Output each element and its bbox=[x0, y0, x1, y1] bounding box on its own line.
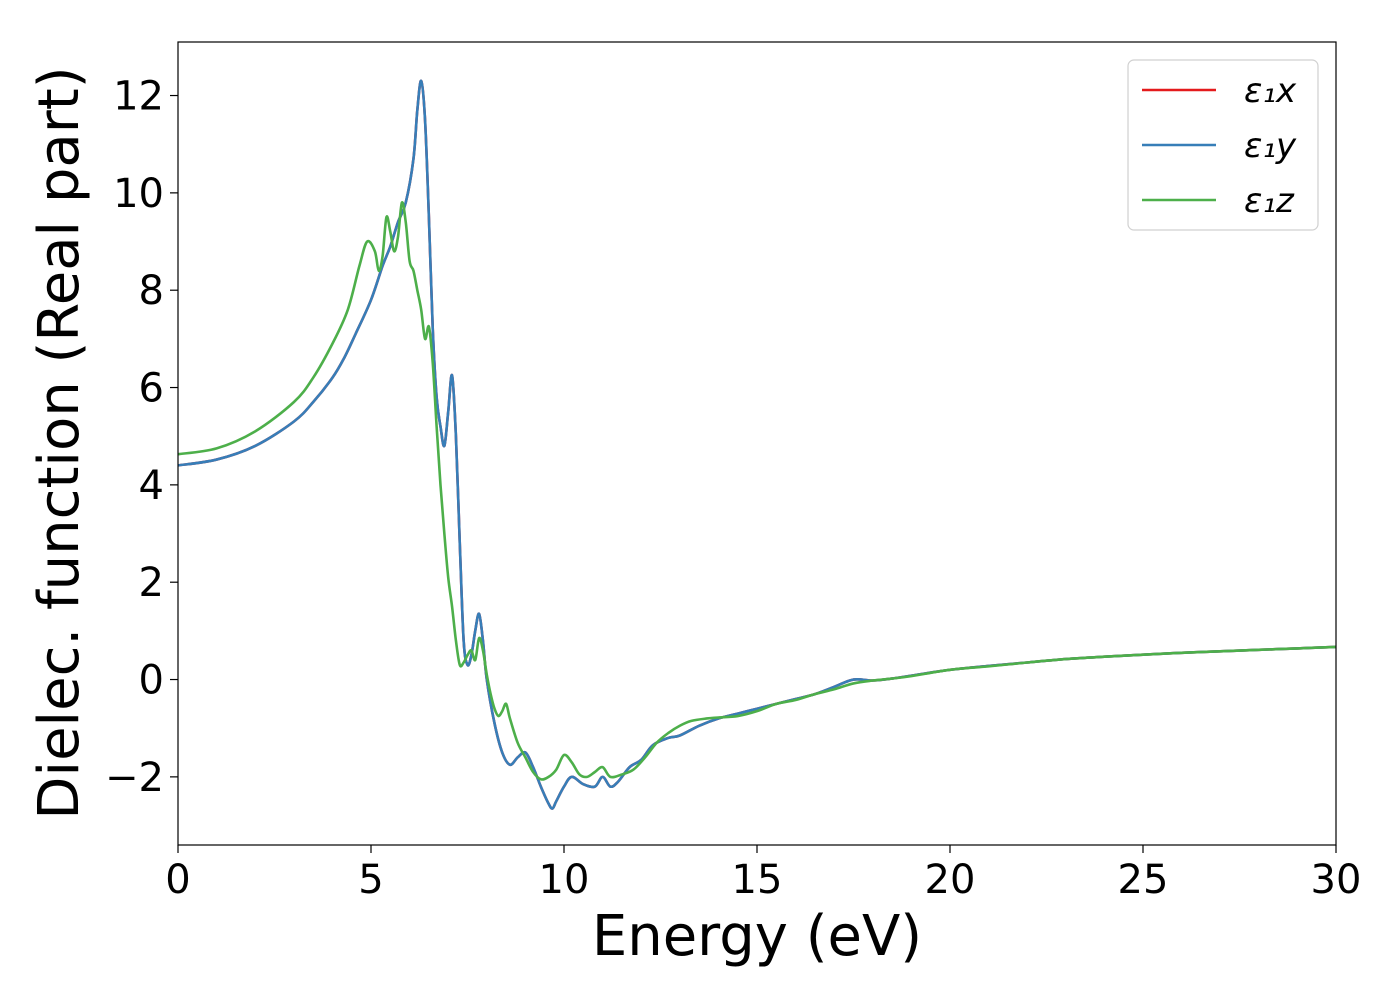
x-tick-label: 0 bbox=[165, 857, 190, 903]
series-line-eps1-z bbox=[178, 201, 1336, 781]
x-tick-label: 10 bbox=[539, 857, 590, 903]
legend-box bbox=[1127, 59, 1319, 231]
legend-label-eps1-y: ε₁y bbox=[1244, 126, 1297, 166]
x-tick-label: 15 bbox=[732, 857, 783, 903]
x-tick-label: 25 bbox=[1118, 857, 1169, 903]
y-axis: −2 0 2 4 6 8 10 12 bbox=[105, 74, 178, 801]
y-tick-label: 4 bbox=[139, 463, 164, 509]
x-axis: 0 5 10 15 20 25 30 bbox=[165, 845, 1361, 903]
legend: ε₁x ε₁y ε₁z bbox=[1127, 59, 1319, 231]
y-tick-label: 10 bbox=[113, 171, 164, 217]
y-axis-title: Dielec. function (Real part) bbox=[27, 66, 92, 819]
y-tick-label: −2 bbox=[105, 755, 164, 801]
y-tick-label: 6 bbox=[139, 366, 164, 412]
y-tick-label: 2 bbox=[139, 560, 164, 606]
legend-label-eps1-z: ε₁z bbox=[1244, 181, 1295, 221]
y-tick-label: 8 bbox=[139, 268, 164, 314]
x-tick-label: 30 bbox=[1311, 857, 1362, 903]
y-tick-label: 12 bbox=[113, 74, 164, 120]
series-layer bbox=[178, 79, 1336, 810]
x-axis-title: Energy (eV) bbox=[592, 904, 922, 969]
y-tick-label: 0 bbox=[139, 658, 164, 704]
x-tick-label: 5 bbox=[358, 857, 383, 903]
x-tick-label: 20 bbox=[925, 857, 976, 903]
legend-label-eps1-x: ε₁x bbox=[1244, 71, 1297, 111]
